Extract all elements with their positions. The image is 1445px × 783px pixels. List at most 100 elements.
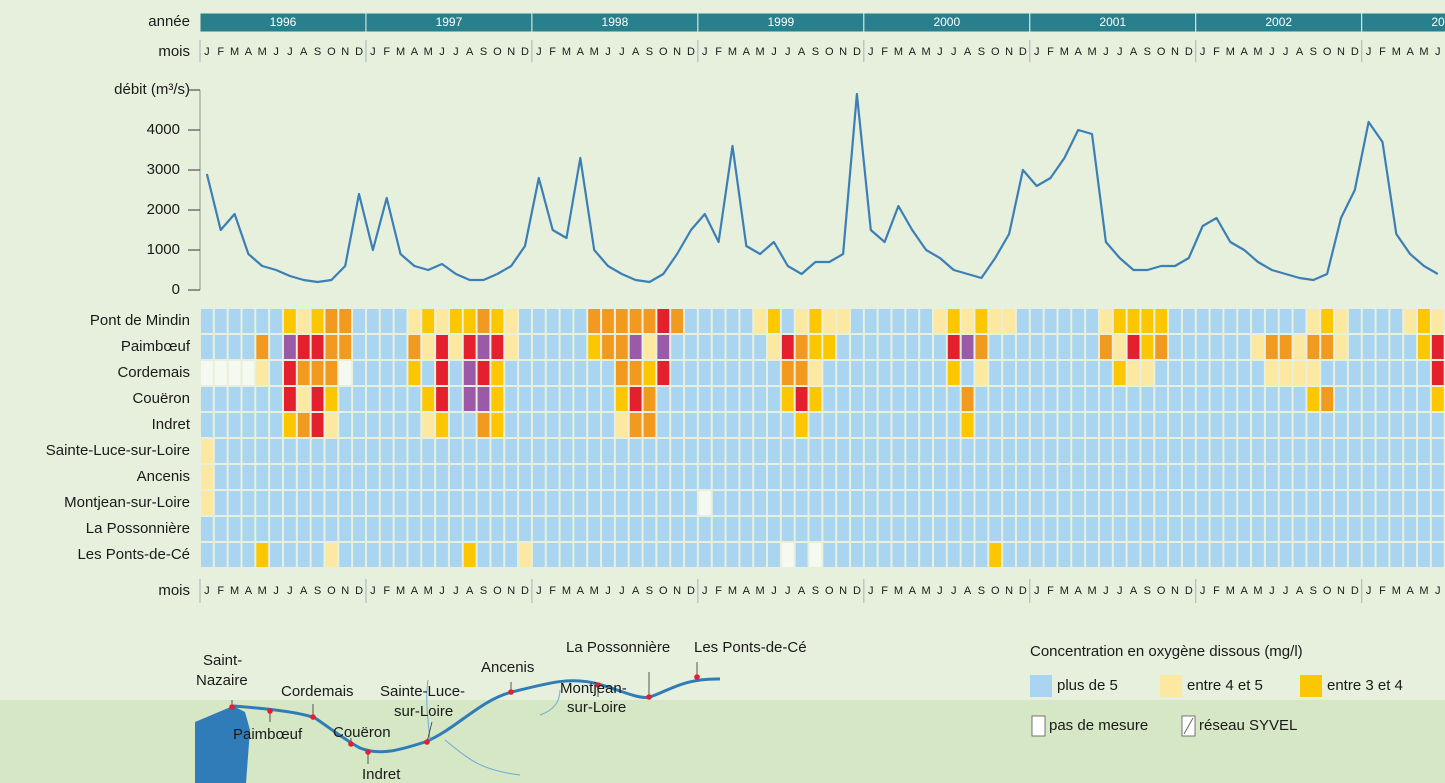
oxygen-cell	[1030, 361, 1043, 385]
month-row-label: mois	[158, 43, 190, 60]
oxygen-cell	[311, 335, 324, 359]
oxygen-cell	[892, 439, 905, 463]
month-letter: M	[424, 585, 433, 597]
month-letter: J	[287, 585, 293, 597]
oxygen-cell	[1265, 335, 1278, 359]
oxygen-cell	[961, 413, 974, 437]
oxygen-cell	[214, 543, 227, 567]
oxygen-cell	[366, 361, 379, 385]
oxygen-cell	[906, 465, 919, 489]
oxygen-cell	[560, 491, 573, 515]
oxygen-cell	[1279, 491, 1292, 515]
month-letter: M	[756, 46, 765, 58]
oxygen-cell	[740, 517, 753, 541]
oxygen-cell	[1086, 335, 1098, 359]
oxygen-cell	[1252, 413, 1264, 437]
year-label: 2003	[1431, 15, 1445, 29]
month-letter: N	[341, 585, 349, 597]
oxygen-cell	[643, 543, 656, 567]
oxygen-cell	[1293, 335, 1306, 359]
oxygen-cell	[726, 387, 739, 411]
oxygen-cell	[1086, 465, 1098, 489]
oxygen-cell	[740, 413, 753, 437]
oxygen-cell	[463, 413, 476, 437]
oxygen-cell	[242, 387, 255, 411]
month-letter: O	[493, 46, 502, 58]
oxygen-cell	[574, 387, 587, 411]
oxygen-cell	[615, 491, 628, 515]
oxygen-cell	[449, 543, 462, 567]
oxygen-cell	[1210, 335, 1223, 359]
oxygen-cell	[1058, 413, 1071, 437]
oxygen-cell	[1155, 387, 1168, 411]
oxygen-cell	[947, 543, 960, 567]
oxygen-cell	[1390, 439, 1403, 463]
oxygen-cell	[754, 517, 767, 541]
station-label: Les Ponts-de-Cé	[77, 546, 190, 563]
oxygen-cell	[1127, 517, 1140, 541]
oxygen-cell	[339, 517, 352, 541]
oxygen-cell	[436, 413, 448, 437]
oxygen-cell	[1113, 335, 1126, 359]
month-letter: A	[798, 585, 806, 597]
oxygen-cell	[671, 543, 684, 567]
oxygen-cell	[1016, 413, 1029, 437]
legend-label: réseau SYVEL	[1199, 717, 1297, 734]
oxygen-cell	[353, 309, 365, 333]
month-letter: S	[1144, 46, 1151, 58]
oxygen-cell	[1127, 491, 1140, 515]
month-letter: A	[632, 46, 640, 58]
month-letter: O	[493, 585, 502, 597]
oxygen-cell	[1404, 465, 1417, 489]
oxygen-cell	[214, 517, 227, 541]
month-letter: O	[825, 46, 834, 58]
oxygen-cell	[1141, 439, 1154, 463]
oxygen-cell	[256, 543, 269, 567]
oxygen-cell	[1390, 491, 1403, 515]
oxygen-cell	[1348, 517, 1361, 541]
oxygen-cell	[878, 465, 891, 489]
oxygen-cell	[1003, 335, 1015, 359]
oxygen-cell	[325, 517, 338, 541]
oxygen-cell	[477, 491, 490, 515]
oxygen-cell	[1238, 543, 1251, 567]
oxygen-cell	[698, 543, 711, 567]
oxygen-cell	[823, 543, 836, 567]
oxygen-cell	[712, 309, 725, 333]
oxygen-cell	[1404, 413, 1417, 437]
oxygen-cell	[1279, 439, 1292, 463]
month-row-label: mois	[158, 582, 190, 599]
month-letter: S	[314, 585, 321, 597]
oxygen-cell	[975, 491, 988, 515]
oxygen-cell	[1265, 439, 1278, 463]
month-letter: J	[1269, 46, 1275, 58]
oxygen-cell	[201, 361, 213, 385]
month-letter: N	[839, 46, 847, 58]
map-stations	[229, 662, 700, 764]
oxygen-cell	[228, 543, 241, 567]
oxygen-cell	[933, 361, 946, 385]
oxygen-cell	[532, 543, 545, 567]
oxygen-cell	[685, 361, 697, 385]
oxygen-cell	[394, 465, 407, 489]
oxygen-cell	[353, 491, 365, 515]
oxygen-cell	[837, 335, 850, 359]
oxygen-cell	[283, 413, 296, 437]
oxygen-cell	[975, 335, 988, 359]
oxygen-cell	[325, 439, 338, 463]
oxygen-cell	[1141, 335, 1154, 359]
oxygen-cell	[1418, 517, 1430, 541]
oxygen-cell	[366, 465, 379, 489]
oxygen-cell	[754, 439, 767, 463]
oxygen-cell	[1431, 517, 1444, 541]
oxygen-cell	[532, 335, 545, 359]
oxygen-cell	[1058, 465, 1071, 489]
oxygen-cell	[463, 491, 476, 515]
station-label: Indret	[152, 416, 191, 433]
oxygen-cell	[629, 361, 642, 385]
oxygen-cell	[1141, 309, 1154, 333]
month-letter: O	[1157, 585, 1166, 597]
month-letter: D	[1185, 46, 1193, 58]
month-letter: A	[245, 46, 253, 58]
oxygen-cell	[1293, 387, 1306, 411]
